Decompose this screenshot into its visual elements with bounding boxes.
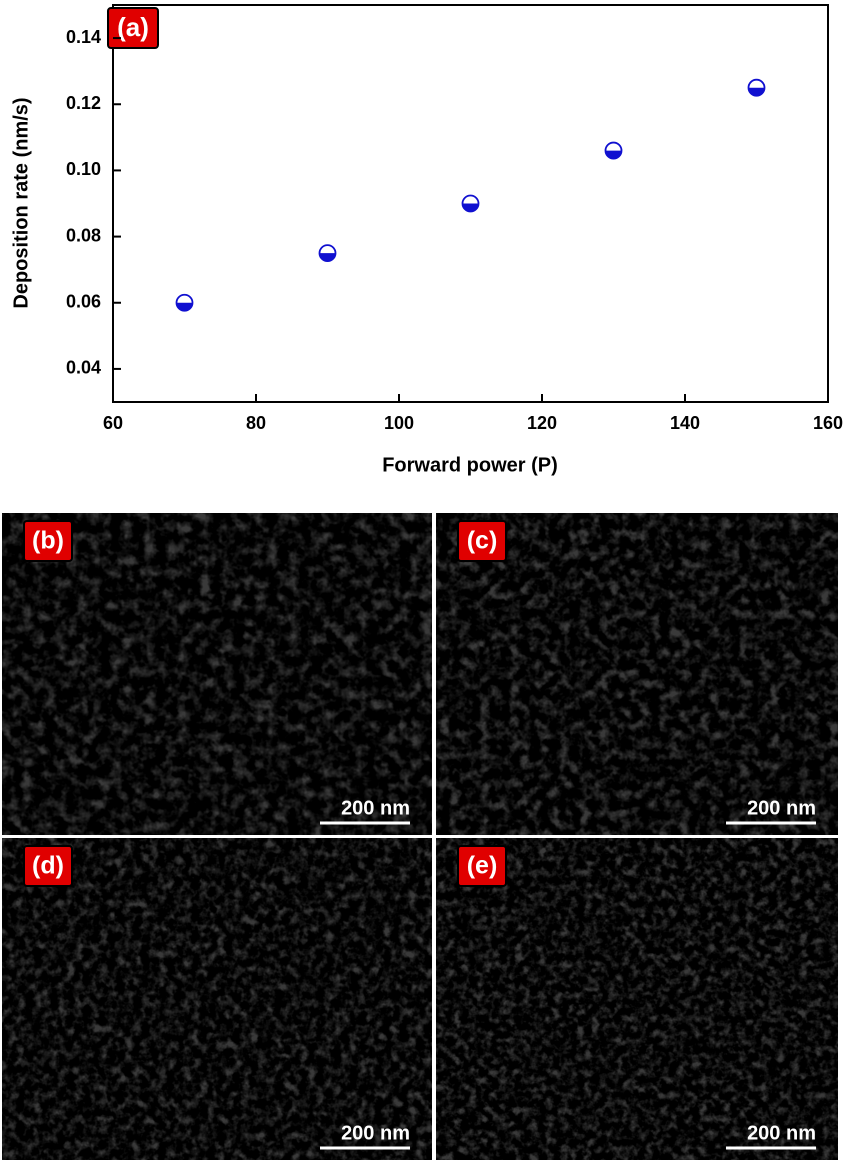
marker-outline bbox=[318, 244, 337, 263]
data-point bbox=[604, 141, 623, 160]
y-tick-label: 0.08 bbox=[66, 225, 101, 245]
scale-bar-label: 200 nm bbox=[341, 797, 410, 819]
panel-label: (c) bbox=[467, 527, 498, 555]
x-tick-label: 160 bbox=[813, 413, 843, 433]
x-tick-label: 140 bbox=[670, 413, 700, 433]
sem-image bbox=[2, 838, 432, 1160]
panel-label-box bbox=[23, 845, 73, 887]
scale-bar-label: 200 nm bbox=[341, 1122, 410, 1144]
y-tick-label: 0.06 bbox=[66, 292, 101, 312]
data-point bbox=[461, 194, 480, 213]
data-point bbox=[318, 244, 337, 263]
panel-label-box bbox=[23, 520, 73, 562]
sem-image bbox=[2, 513, 432, 835]
panel-label: (d) bbox=[32, 852, 64, 880]
scale-bar-label: 200 nm bbox=[747, 797, 816, 819]
sem-image bbox=[436, 513, 838, 835]
plot-frame bbox=[112, 4, 829, 403]
y-tick-label: 0.12 bbox=[66, 93, 101, 113]
x-tick-label: 120 bbox=[527, 413, 557, 433]
y-tick-label: 0.14 bbox=[66, 27, 101, 47]
panel-label: (b) bbox=[32, 527, 64, 555]
panel-label: (a) bbox=[117, 12, 149, 42]
y-tick-label: 0.04 bbox=[66, 358, 101, 378]
y-tick-label: 0.10 bbox=[66, 159, 101, 179]
panel-label-box bbox=[457, 845, 507, 887]
panel-label-box bbox=[457, 520, 507, 562]
panel-label: (e) bbox=[467, 852, 498, 880]
sem-image bbox=[436, 838, 838, 1160]
x-tick-label: 60 bbox=[103, 413, 123, 433]
x-tick-label: 100 bbox=[384, 413, 414, 433]
scale-bar-label: 200 nm bbox=[747, 1122, 816, 1144]
marker-outline bbox=[461, 194, 480, 213]
data-point bbox=[747, 78, 766, 97]
marker-outline bbox=[604, 141, 623, 160]
data-point bbox=[175, 293, 194, 312]
marker-outline bbox=[747, 78, 766, 97]
x-axis-label: Forward power (P) bbox=[382, 454, 558, 476]
y-axis-label: Deposition rate (nm/s) bbox=[10, 97, 32, 308]
marker-outline bbox=[175, 293, 194, 312]
x-tick-label: 80 bbox=[246, 413, 266, 433]
